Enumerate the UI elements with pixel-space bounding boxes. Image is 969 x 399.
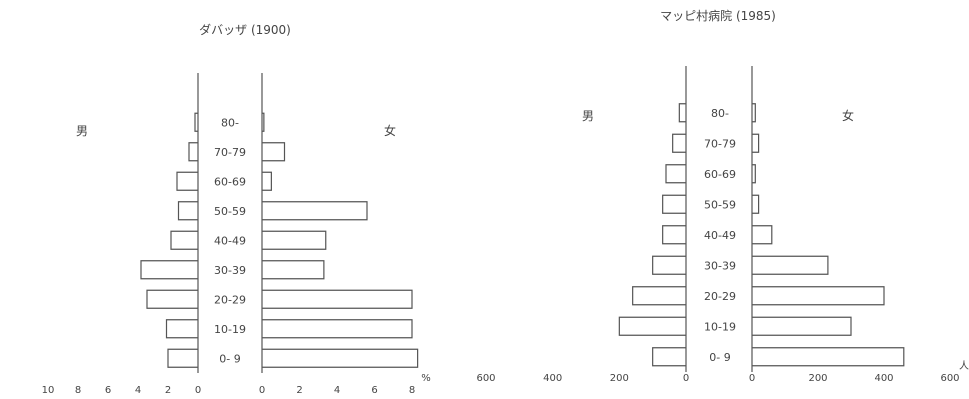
male-bar bbox=[146, 289, 198, 309]
female-tick-label: 600 bbox=[940, 373, 959, 384]
male-tick-label: 0 bbox=[195, 385, 201, 396]
age-label: 60-69 bbox=[704, 168, 736, 181]
female-tick-label: 6 bbox=[371, 385, 377, 396]
female-bar bbox=[752, 103, 756, 123]
female-tick-label: 0 bbox=[749, 373, 755, 384]
chart-title: マッピ村病院 (1985) bbox=[660, 8, 776, 23]
female-tick-label: 0 bbox=[259, 385, 265, 396]
male-tick-label: 200 bbox=[610, 373, 629, 384]
male-tick-label: 6 bbox=[105, 385, 111, 396]
male-tick-label: 8 bbox=[75, 385, 81, 396]
female-tick-label: 8 bbox=[409, 385, 415, 396]
male-bar bbox=[140, 260, 198, 280]
male-tick-label: 10 bbox=[42, 385, 55, 396]
male-tick-label: 400 bbox=[543, 373, 562, 384]
female-bar bbox=[752, 225, 773, 245]
male-bar bbox=[165, 319, 198, 339]
male-bar bbox=[194, 112, 198, 132]
age-label: 80- bbox=[221, 116, 239, 129]
female-bar bbox=[752, 255, 829, 275]
male-bar bbox=[618, 316, 686, 336]
male-bar bbox=[665, 164, 686, 184]
age-label: 50-59 bbox=[214, 205, 246, 218]
male-series-label: 男 bbox=[76, 124, 88, 138]
female-bar bbox=[752, 347, 905, 367]
male-tick-label: 2 bbox=[165, 385, 171, 396]
age-label: 50-59 bbox=[704, 198, 736, 211]
female-series-label: 女 bbox=[842, 108, 854, 123]
age-label: 10-19 bbox=[214, 323, 246, 336]
male-bar bbox=[672, 133, 686, 153]
male-series-label: 男 bbox=[582, 109, 594, 123]
age-label: 20-29 bbox=[214, 293, 246, 306]
male-bar bbox=[176, 171, 198, 191]
female-tick-label: 400 bbox=[874, 373, 893, 384]
female-bar bbox=[262, 142, 286, 162]
age-label: 70-79 bbox=[704, 137, 736, 150]
age-label: 0- 9 bbox=[709, 351, 730, 364]
male-bar bbox=[662, 194, 686, 214]
age-label: 70-79 bbox=[214, 146, 246, 159]
age-label: 60-69 bbox=[214, 175, 246, 188]
age-label: 0- 9 bbox=[219, 352, 240, 365]
female-tick-label: 4 bbox=[334, 385, 340, 396]
female-bar bbox=[262, 201, 368, 221]
male-tick-label: 0 bbox=[683, 373, 689, 384]
age-label: 10-19 bbox=[704, 320, 736, 333]
unit-label: 人 bbox=[959, 360, 969, 372]
female-bar bbox=[752, 316, 852, 336]
male-bar bbox=[170, 230, 198, 250]
age-label: 30-39 bbox=[214, 264, 246, 277]
age-label: 40-49 bbox=[704, 229, 736, 242]
age-label: 20-29 bbox=[704, 290, 736, 303]
male-bar bbox=[177, 201, 198, 221]
female-bar bbox=[262, 289, 413, 309]
female-bar bbox=[752, 194, 760, 214]
female-bar bbox=[262, 112, 265, 132]
male-bar bbox=[632, 286, 686, 306]
age-label: 30-39 bbox=[704, 259, 736, 272]
male-bar bbox=[167, 348, 198, 368]
female-bar bbox=[262, 171, 272, 191]
unit-label: % bbox=[421, 373, 431, 384]
male-bar bbox=[662, 225, 686, 245]
female-series-label: 女 bbox=[384, 123, 396, 138]
male-tick-label: 4 bbox=[135, 385, 141, 396]
female-bar bbox=[262, 319, 413, 339]
female-bar bbox=[752, 133, 760, 153]
female-bar bbox=[752, 164, 756, 184]
age-label: 40-49 bbox=[214, 234, 246, 247]
female-bar bbox=[752, 286, 885, 306]
female-bar bbox=[262, 260, 325, 280]
female-tick-label: 2 bbox=[296, 385, 302, 396]
chart-title: ダバッザ (1900) bbox=[199, 22, 291, 37]
female-tick-label: 200 bbox=[808, 373, 827, 384]
male-tick-label: 600 bbox=[476, 373, 495, 384]
male-bar bbox=[188, 142, 198, 162]
age-label: 80- bbox=[711, 107, 729, 120]
female-bar bbox=[262, 230, 327, 250]
male-bar bbox=[652, 255, 686, 275]
female-bar bbox=[262, 348, 419, 368]
male-bar bbox=[678, 103, 686, 123]
male-bar bbox=[652, 347, 686, 367]
